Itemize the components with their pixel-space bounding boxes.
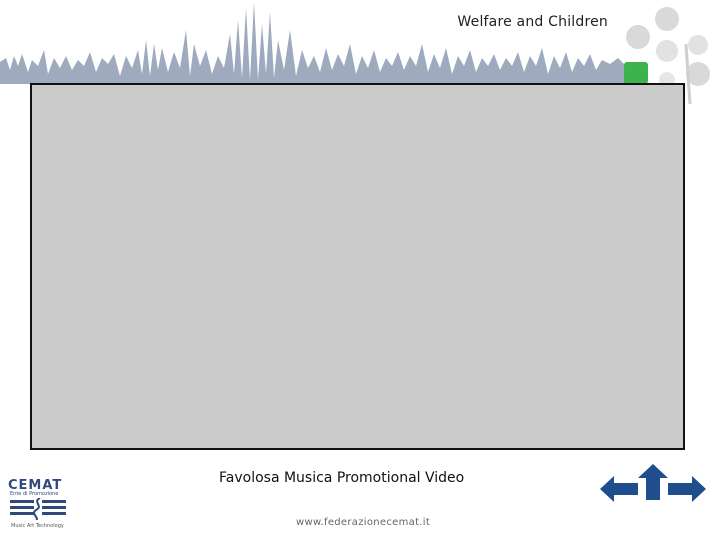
logo-title: CEMAT bbox=[8, 478, 63, 493]
slide-navigation bbox=[600, 464, 706, 504]
arrow-up-icon[interactable] bbox=[638, 464, 668, 500]
section-title: Welfare and Children bbox=[457, 14, 608, 30]
video-player[interactable] bbox=[30, 83, 685, 450]
video-caption: Favolosa Musica Promotional Video bbox=[219, 470, 465, 486]
arrow-left-icon[interactable] bbox=[600, 476, 638, 502]
dot-cluster-decoration bbox=[624, 7, 710, 105]
logo-tagline: Music Art Technology bbox=[11, 523, 64, 529]
arrow-right-icon[interactable] bbox=[668, 476, 706, 502]
logo-subtitle: Ente di Promozione bbox=[10, 491, 59, 497]
logo-mark-icon bbox=[10, 498, 66, 520]
cemat-logo: CEMAT Ente di Promozione Music Art Techn… bbox=[8, 478, 70, 532]
footer-url: www.federazionecemat.it bbox=[296, 517, 431, 528]
